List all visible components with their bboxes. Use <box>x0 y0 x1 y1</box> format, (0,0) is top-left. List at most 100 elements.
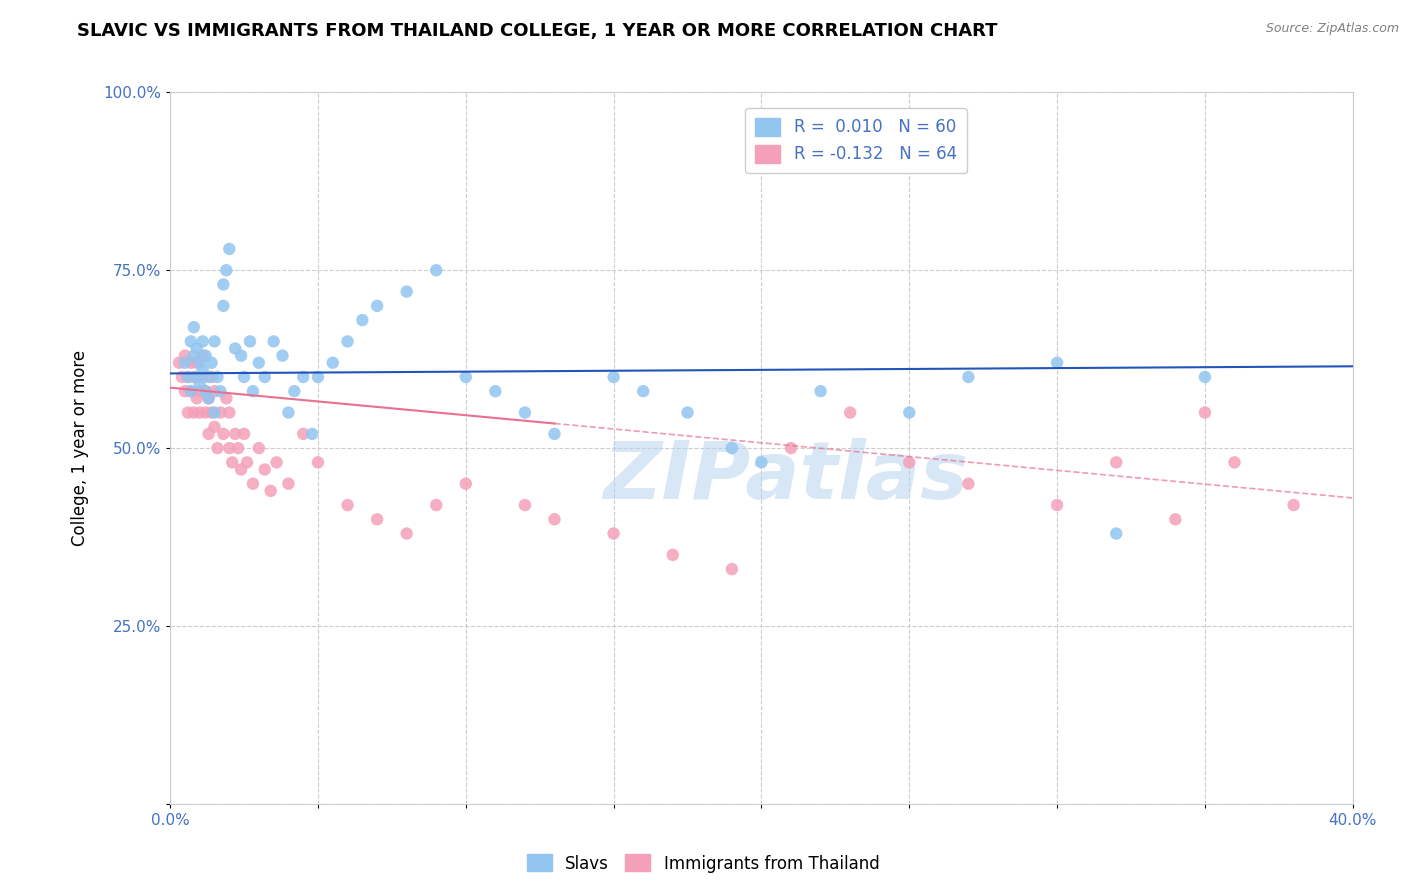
Point <box>194 384 217 399</box>
Point <box>307 370 329 384</box>
Point <box>180 384 202 399</box>
Point <box>170 370 193 384</box>
Point <box>336 334 359 349</box>
Point <box>188 384 211 399</box>
Point <box>239 334 262 349</box>
Point <box>183 370 205 384</box>
Point <box>236 455 259 469</box>
Point <box>543 426 565 441</box>
Point <box>1046 498 1069 512</box>
Point <box>957 476 980 491</box>
Point <box>204 406 226 420</box>
Point <box>283 384 305 399</box>
Point <box>513 406 536 420</box>
Point <box>266 455 288 469</box>
Point <box>676 406 699 420</box>
Point <box>183 320 205 334</box>
Point <box>194 349 217 363</box>
Point <box>174 356 197 370</box>
Point <box>215 263 238 277</box>
Point <box>1164 512 1187 526</box>
Point <box>218 406 240 420</box>
Point <box>352 313 374 327</box>
Point <box>543 512 565 526</box>
Point <box>186 356 208 370</box>
Point <box>751 455 773 469</box>
Point <box>194 384 217 399</box>
Point <box>301 426 323 441</box>
Point <box>186 392 208 406</box>
Point <box>224 426 246 441</box>
Point <box>247 356 270 370</box>
Point <box>395 526 418 541</box>
Point <box>191 363 214 377</box>
Point <box>1194 406 1216 420</box>
Point <box>191 349 214 363</box>
Point <box>229 462 252 476</box>
Point <box>242 476 264 491</box>
Point <box>721 441 744 455</box>
Point <box>180 356 202 370</box>
Point <box>174 349 197 363</box>
Point <box>167 356 190 370</box>
Point <box>180 384 202 399</box>
Point <box>191 370 214 384</box>
Point <box>204 334 226 349</box>
Point <box>177 370 200 384</box>
Point <box>200 370 222 384</box>
Text: SLAVIC VS IMMIGRANTS FROM THAILAND COLLEGE, 1 YEAR OR MORE CORRELATION CHART: SLAVIC VS IMMIGRANTS FROM THAILAND COLLE… <box>77 22 998 40</box>
Point <box>602 370 624 384</box>
Point <box>229 349 252 363</box>
Point <box>1046 356 1069 370</box>
Y-axis label: College, 1 year or more: College, 1 year or more <box>72 350 89 546</box>
Point <box>218 242 240 256</box>
Point <box>209 406 232 420</box>
Text: ZIPatlas: ZIPatlas <box>603 438 967 516</box>
Point <box>247 441 270 455</box>
Point <box>191 334 214 349</box>
Point <box>194 406 217 420</box>
Point <box>177 370 200 384</box>
Point <box>197 392 219 406</box>
Point <box>207 370 229 384</box>
Point <box>454 370 477 384</box>
Point <box>212 299 235 313</box>
Point <box>631 384 654 399</box>
Point <box>197 392 219 406</box>
Point <box>253 462 276 476</box>
Point <box>1105 455 1128 469</box>
Text: Source: ZipAtlas.com: Source: ZipAtlas.com <box>1265 22 1399 36</box>
Point <box>204 384 226 399</box>
Point <box>1282 498 1305 512</box>
Point <box>260 483 283 498</box>
Point <box>602 526 624 541</box>
Point <box>277 476 299 491</box>
Legend: Slavs, Immigrants from Thailand: Slavs, Immigrants from Thailand <box>520 847 886 880</box>
Point <box>207 441 229 455</box>
Point <box>233 426 256 441</box>
Point <box>307 455 329 469</box>
Point <box>200 356 222 370</box>
Point <box>186 342 208 356</box>
Point <box>780 441 803 455</box>
Point <box>484 384 506 399</box>
Legend: R =  0.010   N = 60, R = -0.132   N = 64: R = 0.010 N = 60, R = -0.132 N = 64 <box>745 108 967 173</box>
Point <box>1105 526 1128 541</box>
Point <box>957 370 980 384</box>
Point <box>197 370 219 384</box>
Point <box>271 349 294 363</box>
Point <box>242 384 264 399</box>
Point <box>186 370 208 384</box>
Point <box>215 392 238 406</box>
Point <box>810 384 832 399</box>
Point <box>336 498 359 512</box>
Point <box>174 384 197 399</box>
Point <box>292 370 315 384</box>
Point <box>366 299 388 313</box>
Point <box>212 277 235 292</box>
Point <box>425 498 447 512</box>
Point <box>188 406 211 420</box>
Point <box>221 455 243 469</box>
Point <box>322 356 344 370</box>
Point <box>224 342 246 356</box>
